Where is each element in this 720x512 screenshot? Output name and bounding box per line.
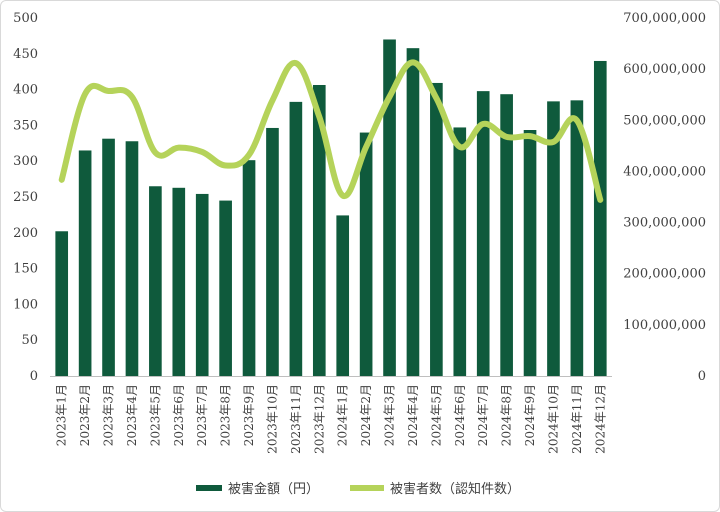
y-axis-left: 0 50 100 150 200 250 300 350 400 450 500 [13,11,38,384]
bar [78,150,92,376]
bar [359,132,373,376]
x-tick-label: 2023年2月 [78,384,92,446]
x-tick-label: 2024年8月 [500,384,514,446]
x-tick-label: 2024年4月 [406,384,420,446]
y-right-tick-label: 600,000,000 [623,62,706,77]
x-tick-label: 2023年5月 [148,384,162,446]
x-tick-label: 2024年7月 [476,384,490,446]
y-right-tick-label: 0 [698,369,706,384]
bar [453,127,467,377]
y-left-tick-label: 150 [13,262,38,277]
x-tick-label: 2023年11月 [289,384,303,454]
bar [195,193,209,376]
x-tick-label: 2023年1月 [55,384,69,446]
y-axis-right: 0 100,000,000 200,000,000 300,000,000 400,00… [623,11,706,384]
x-tick-label: 2024年6月 [453,384,467,446]
x-tick-label: 2023年6月 [172,384,186,446]
y-right-tick-label: 100,000,000 [623,318,706,333]
bar [219,200,232,376]
bar [55,231,69,376]
line-path [58,59,604,203]
bar [266,127,279,376]
y-left-tick-label: 250 [13,190,38,205]
y-right-tick-label: 400,000,000 [623,164,706,179]
bar [406,48,420,376]
x-tick-label: 2024年12月 [593,384,607,454]
x-tick-label: 2024年9月 [523,384,537,446]
bar [570,100,584,376]
x-tick-label: 2024年3月 [383,384,397,446]
y-right-tick-label: 300,000,000 [623,216,706,231]
bar [289,101,303,377]
x-tick-label: 2024年5月 [429,384,443,446]
bar [312,84,326,377]
y-left-tick-label: 50 [21,333,38,348]
bar [547,101,560,376]
x-tick-label: 2023年7月 [195,384,209,446]
legend-label-victims: 被害者数（認知件数） [390,481,520,497]
x-tick-label: 2024年1月 [336,384,350,446]
legend: 被害金額（円） 被害者数（認知件数） [196,481,520,497]
x-axis: 2023年1月 2023年2月 2023年3月 2023年4月 2023年5月 2023年… [50,376,612,454]
line-series-victims [58,59,604,203]
bar [476,91,490,377]
x-tick-label: 2023年4月 [125,384,139,446]
bar [383,39,396,376]
y-right-tick-label: 700,000,000 [623,11,706,26]
y-right-tick-label: 500,000,000 [623,113,706,128]
y-left-tick-label: 200 [13,226,38,241]
bar-series-amount [55,39,607,377]
x-tick-label: 2024年2月 [359,384,373,446]
x-tick-label: 2023年3月 [102,384,116,446]
y-left-tick-label: 500 [13,11,38,26]
bar [336,215,350,376]
x-tick-label: 2024年10月 [546,384,560,454]
bar [242,160,256,376]
x-tick-label: 2024年11月 [570,384,584,454]
x-tick-label: 2023年8月 [219,384,233,446]
x-tick-label: 2023年9月 [242,384,256,446]
x-tick-label: 2023年12月 [312,384,326,454]
bar [500,94,513,377]
x-tick-label: 2023年10月 [265,384,279,454]
y-left-tick-label: 300 [13,154,38,169]
bar [149,186,162,376]
bar [593,60,607,377]
bar [125,141,139,376]
y-left-tick-label: 450 [13,47,38,62]
legend-label-amount: 被害金額（円） [228,481,319,497]
y-right-tick-label: 200,000,000 [623,267,706,282]
bar [102,138,115,376]
bar [172,187,186,376]
y-left-tick-label: 100 [13,297,38,312]
bar [523,130,537,376]
bar [430,82,443,377]
y-left-tick-label: 0 [30,369,38,384]
y-left-tick-label: 350 [13,118,38,133]
y-left-tick-label: 400 [13,83,38,98]
